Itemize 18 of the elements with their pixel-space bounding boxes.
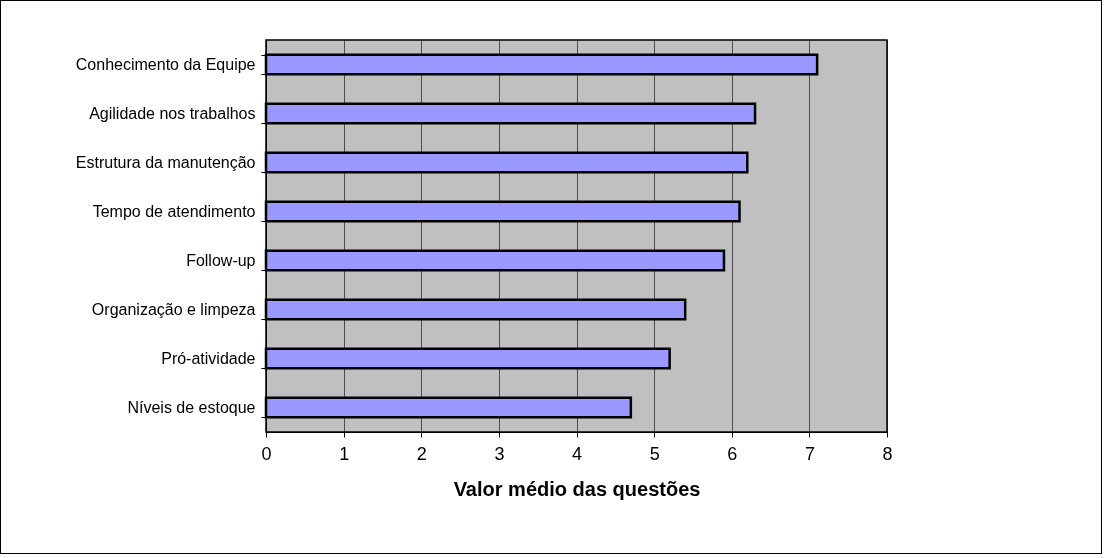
x-tick-label: 8: [882, 443, 893, 464]
x-tick-label: 5: [649, 443, 660, 464]
x-axis-title: Valor médio das questões: [453, 477, 701, 500]
x-tick-label: 7: [804, 443, 815, 464]
x-tick-label: 6: [727, 443, 738, 464]
y-tick-label: Pró-atividade: [161, 350, 256, 367]
y-tick-label: Tempo de atendimento: [92, 203, 256, 220]
x-tick-label: 4: [571, 443, 583, 464]
y-tick-label: Organização e limpeza: [91, 301, 256, 318]
x-tick-label: 1: [339, 443, 350, 464]
x-tick-label: 0: [261, 443, 272, 464]
y-tick-label: Conhecimento da Equipe: [75, 56, 256, 73]
x-tick-label: 2: [416, 443, 427, 464]
y-tick-label: Níveis de estoque: [127, 399, 256, 416]
y-tick-label: Follow-up: [186, 252, 256, 269]
x-tick-label: 3: [494, 443, 505, 464]
y-tick-label: Agilidade nos trabalhos: [89, 105, 256, 122]
y-tick-label: Estrutura da manutenção: [75, 154, 256, 171]
